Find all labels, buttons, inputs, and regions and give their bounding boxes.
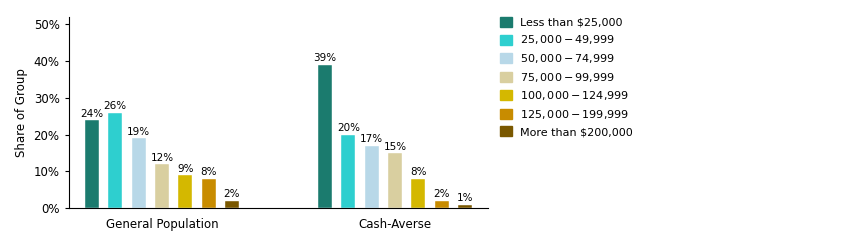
Bar (411, 179, 425, 208)
Text: 9%: 9% (177, 164, 193, 174)
Text: 24%: 24% (81, 108, 103, 119)
Bar (318, 65, 332, 208)
Bar (435, 201, 448, 208)
Text: 17%: 17% (360, 134, 383, 144)
Bar (178, 175, 192, 208)
Bar (108, 113, 122, 208)
Bar (131, 138, 145, 208)
Text: 12%: 12% (150, 153, 174, 163)
Bar (458, 205, 472, 208)
Y-axis label: Share of Group: Share of Group (15, 68, 28, 157)
Bar (365, 146, 379, 208)
Bar (85, 120, 99, 208)
Text: 39%: 39% (314, 53, 337, 63)
Bar (202, 179, 216, 208)
Text: 8%: 8% (200, 167, 216, 177)
Bar (225, 201, 239, 208)
Bar (388, 153, 402, 208)
Legend: Less than $25,000, $25,000 - $49,999, $50,000 - $74,999, $75,000 - $99,999, $100: Less than $25,000, $25,000 - $49,999, $5… (498, 15, 636, 139)
Text: 15%: 15% (384, 142, 406, 152)
Bar (155, 164, 169, 208)
Bar (342, 135, 356, 208)
Text: 19%: 19% (127, 127, 150, 137)
Text: 8%: 8% (411, 167, 427, 177)
Text: 26%: 26% (104, 101, 127, 111)
Text: 1%: 1% (457, 193, 473, 203)
Text: 2%: 2% (434, 189, 450, 200)
Text: 20%: 20% (337, 123, 360, 133)
Text: 2%: 2% (223, 189, 241, 200)
